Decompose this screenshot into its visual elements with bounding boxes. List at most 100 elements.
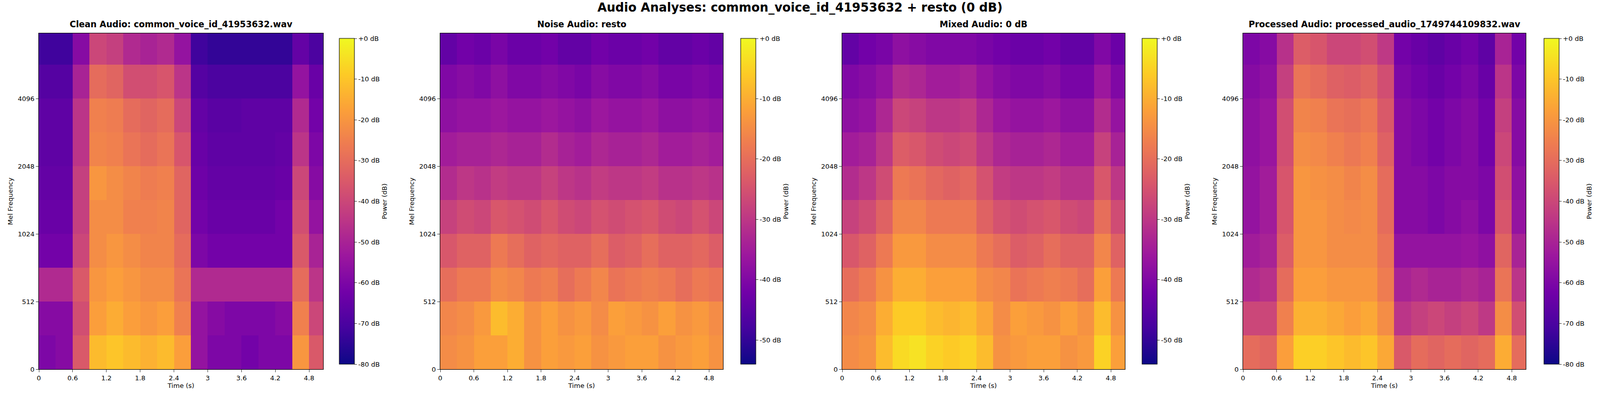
svg-text:4096: 4096 [419,94,436,103]
svg-text:0: 0 [840,374,845,382]
svg-text:1024: 1024 [1221,230,1239,238]
svg-text:-10 dB: -10 dB [759,94,782,103]
svg-text:0: 0 [1241,374,1246,382]
svg-text:Power (dB): Power (dB) [380,183,389,220]
svg-text:3.6: 3.6 [236,374,247,382]
svg-text:1.8: 1.8 [535,374,547,382]
svg-text:Clean Audio: common_voice_id_4: Clean Audio: common_voice_id_41953632.wa… [69,19,293,30]
svg-text:4.2: 4.2 [669,374,681,382]
svg-text:-80 dB: -80 dB [1563,360,1585,369]
svg-text:1024: 1024 [419,230,436,238]
svg-text:-40 dB: -40 dB [1563,197,1585,205]
svg-text:0.6: 0.6 [870,374,882,382]
svg-text:+0 dB: +0 dB [759,34,781,43]
svg-text:-70 dB: -70 dB [358,319,381,328]
svg-text:1.2: 1.2 [502,374,513,382]
svg-text:Mel Frequency: Mel Frequency [809,177,818,225]
svg-text:-50 dB: -50 dB [1563,238,1585,246]
svg-text:1.2: 1.2 [100,374,112,382]
svg-text:512: 512 [1226,297,1240,306]
svg-text:4096: 4096 [820,94,838,103]
svg-text:Processed Audio: processed_aud: Processed Audio: processed_audio_1749744… [1248,19,1521,30]
svg-text:-70 dB: -70 dB [1563,319,1585,328]
svg-text:512: 512 [22,297,35,306]
svg-text:Power (dB): Power (dB) [1585,183,1593,220]
svg-text:0: 0 [438,374,443,382]
svg-text:-50 dB: -50 dB [759,336,782,344]
svg-text:3: 3 [1409,374,1414,382]
svg-text:4096: 4096 [1221,94,1239,103]
svg-text:1.8: 1.8 [134,374,146,382]
svg-text:2048: 2048 [1221,162,1239,171]
svg-text:2048: 2048 [419,162,436,171]
svg-text:3: 3 [205,374,210,382]
svg-text:Mixed Audio: 0 dB: Mixed Audio: 0 dB [939,19,1028,30]
svg-text:Mel Frequency: Mel Frequency [407,177,416,225]
svg-text:Time (s): Time (s) [969,381,998,390]
svg-text:4.2: 4.2 [1071,374,1083,382]
svg-text:512: 512 [423,297,437,306]
svg-text:+0 dB: +0 dB [1161,34,1182,43]
svg-text:1024: 1024 [820,230,838,238]
svg-text:Time (s): Time (s) [1370,381,1399,390]
svg-text:Mel Frequency: Mel Frequency [1210,177,1219,225]
svg-text:-40 dB: -40 dB [358,197,381,205]
svg-text:+0 dB: +0 dB [1563,34,1584,43]
svg-text:512: 512 [825,297,839,306]
svg-text:1.8: 1.8 [937,374,949,382]
svg-text:2048: 2048 [17,162,35,171]
svg-text:-20 dB: -20 dB [759,155,782,163]
svg-text:Power (dB): Power (dB) [782,183,790,220]
svg-text:0.6: 0.6 [1271,374,1282,382]
svg-text:4.8: 4.8 [303,374,315,382]
svg-text:3.6: 3.6 [1439,374,1451,382]
svg-text:0: 0 [30,365,35,374]
svg-text:-20 dB: -20 dB [358,116,381,124]
svg-text:4.8: 4.8 [703,374,715,382]
svg-text:0: 0 [1234,365,1239,374]
svg-text:0.6: 0.6 [67,374,79,382]
svg-text:1.2: 1.2 [1305,374,1316,382]
svg-text:-30 dB: -30 dB [358,156,381,165]
svg-text:4.2: 4.2 [1472,374,1484,382]
svg-text:Audio Analyses: common_voice_i: Audio Analyses: common_voice_id_41953632… [597,0,1003,15]
svg-text:-30 dB: -30 dB [1563,156,1585,165]
svg-text:3.6: 3.6 [636,374,648,382]
svg-text:-10 dB: -10 dB [1161,94,1183,103]
svg-text:2048: 2048 [820,162,838,171]
svg-text:4.8: 4.8 [1105,374,1117,382]
svg-text:0: 0 [431,365,436,374]
svg-text:4096: 4096 [17,94,35,103]
svg-text:-50 dB: -50 dB [358,238,381,246]
svg-text:-10 dB: -10 dB [1563,75,1585,83]
svg-text:-60 dB: -60 dB [358,278,381,287]
svg-text:Time (s): Time (s) [568,381,596,390]
svg-text:3: 3 [606,374,611,382]
svg-text:3: 3 [1008,374,1013,382]
svg-text:1.8: 1.8 [1338,374,1350,382]
svg-text:2.4: 2.4 [569,374,581,382]
svg-text:-20 dB: -20 dB [1161,155,1183,163]
svg-text:2.4: 2.4 [1372,374,1383,382]
svg-text:-30 dB: -30 dB [759,215,782,224]
svg-text:+0 dB: +0 dB [358,34,379,43]
svg-text:0.6: 0.6 [468,374,480,382]
svg-text:1024: 1024 [17,230,35,238]
svg-text:Noise Audio: resto: Noise Audio: resto [537,19,627,30]
svg-text:-80 dB: -80 dB [358,360,381,369]
svg-text:-50 dB: -50 dB [1161,336,1183,344]
svg-text:Mel Frequency: Mel Frequency [6,177,15,225]
svg-text:-40 dB: -40 dB [759,275,782,284]
svg-text:3.6: 3.6 [1038,374,1050,382]
svg-text:4.8: 4.8 [1506,374,1518,382]
svg-text:Time (s): Time (s) [167,381,195,390]
svg-text:-20 dB: -20 dB [1563,116,1585,124]
svg-text:4.2: 4.2 [270,374,281,382]
svg-text:1.2: 1.2 [904,374,915,382]
svg-text:2.4: 2.4 [168,374,180,382]
svg-text:0: 0 [36,374,41,382]
svg-text:-40 dB: -40 dB [1161,275,1183,284]
svg-text:Power (dB): Power (dB) [1183,183,1192,220]
svg-text:-60 dB: -60 dB [1563,278,1585,287]
svg-text:-30 dB: -30 dB [1161,215,1183,224]
